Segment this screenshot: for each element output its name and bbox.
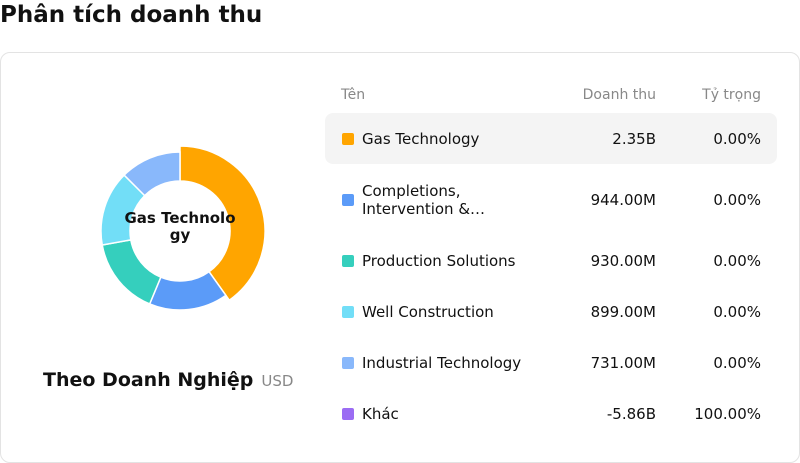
revenue-card: Gas Technology Theo Doanh Nghiệp USD Tên… — [0, 52, 800, 463]
table-header: Tên Doanh thu Tỷ trọng — [325, 79, 777, 113]
row-share: 0.00% — [713, 302, 761, 321]
chart-caption-title: Theo Doanh Nghiệp — [43, 369, 254, 391]
donut-center-label: Gas Technology — [124, 209, 236, 244]
table-row[interactable]: Khác -5.86B 100.00% — [325, 388, 777, 439]
color-swatch — [342, 305, 354, 318]
color-swatch — [342, 407, 354, 420]
row-name: Gas Technology — [362, 129, 480, 148]
row-name: Production Solutions — [362, 251, 516, 270]
row-name: Khác — [362, 404, 399, 423]
color-swatch — [342, 193, 354, 206]
donut-slice[interactable] — [123, 151, 181, 197]
row-revenue: 731.00M — [590, 353, 656, 372]
revenue-table: Tên Doanh thu Tỷ trọng Gas Technology 2.… — [325, 79, 777, 439]
color-swatch — [342, 254, 354, 267]
color-swatch — [342, 356, 354, 369]
row-share: 0.00% — [713, 129, 761, 148]
row-revenue: 944.00M — [590, 190, 656, 209]
donut-chart: Gas Technology — [95, 146, 265, 316]
page-title: Phân tích doanh thu — [0, 2, 263, 28]
header-name[interactable]: Tên — [341, 87, 366, 103]
table-row[interactable]: Gas Technology 2.35B 0.00% — [325, 113, 777, 164]
donut-svg — [100, 146, 265, 311]
color-swatch — [342, 132, 354, 145]
row-revenue: -5.86B — [606, 404, 656, 423]
header-revenue[interactable]: Doanh thu — [582, 87, 656, 103]
row-share: 100.00% — [694, 404, 761, 423]
row-name: Industrial Technology — [362, 353, 522, 372]
table-row[interactable]: Well Construction 899.00M 0.00% — [325, 286, 777, 337]
donut-slice[interactable] — [101, 239, 162, 305]
chart-caption: Theo Doanh Nghiệp USD — [43, 369, 313, 391]
row-revenue: 899.00M — [590, 302, 656, 321]
row-share: 0.00% — [713, 251, 761, 270]
table-row[interactable]: Production Solutions 930.00M 0.00% — [325, 235, 777, 286]
table-row[interactable]: Industrial Technology 731.00M 0.00% — [325, 337, 777, 388]
chart-caption-unit: USD — [261, 372, 294, 390]
row-share: 0.00% — [713, 190, 761, 209]
row-revenue: 930.00M — [590, 251, 656, 270]
header-share[interactable]: Tỷ trọng — [702, 87, 761, 103]
donut-slice[interactable] — [179, 146, 265, 302]
row-share: 0.00% — [713, 353, 761, 372]
table-row[interactable]: Completions, Intervention &… 944.00M 0.0… — [325, 164, 777, 235]
row-name: Completions, Intervention &… — [362, 181, 486, 218]
row-name: Well Construction — [362, 302, 494, 321]
row-revenue: 2.35B — [612, 129, 656, 148]
